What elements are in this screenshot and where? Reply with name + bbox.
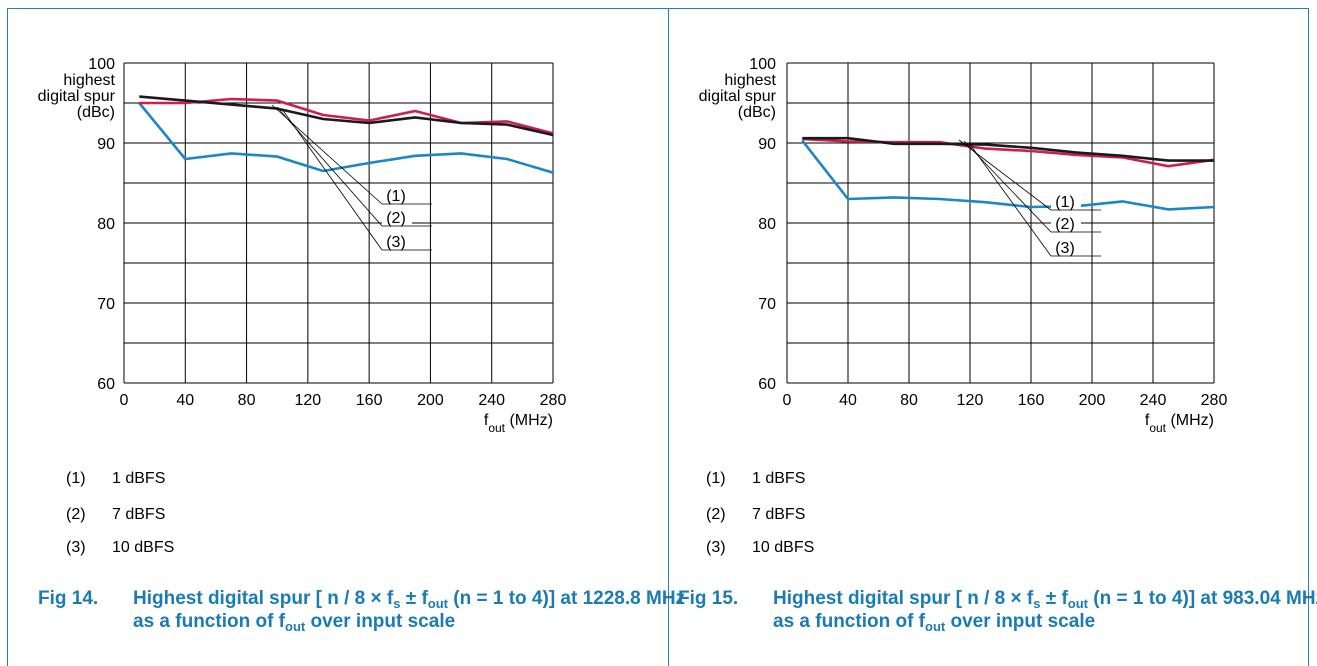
- legend-text: 1 dBFS: [112, 470, 166, 487]
- figure-14-panel: 100 90 80 70 60 0 40 80 120 160 200 240 280 highest di…: [19, 56, 686, 633]
- legend-text: 1 dBFS: [752, 470, 806, 487]
- y-axis-label: digital spur: [699, 88, 777, 105]
- chart-fig14: 100 90 80 70 60 0 40 80 120 160 200 240 280 highestdi…: [19, 56, 567, 435]
- annotation-leader: [271, 104, 383, 205]
- y-axis-label-bg: [19, 69, 117, 122]
- y-tick-label: 100: [88, 56, 115, 73]
- y-tick-label: 60: [758, 376, 776, 393]
- y-axis-label: highest: [63, 72, 115, 89]
- x-tick-label: 200: [1079, 392, 1106, 409]
- y-axis-label: highest: [724, 72, 776, 89]
- caption-body: Highest digital spur [ n / 8 × fs ± fout…: [773, 588, 1317, 634]
- annotation-label: (2): [386, 210, 406, 227]
- legend-number: (1): [66, 470, 86, 487]
- annotation-label-bg: [1051, 239, 1081, 255]
- legend-text: 10 dBFS: [752, 539, 815, 556]
- x-tick-label: 280: [540, 392, 567, 409]
- panel-divider: [668, 8, 669, 666]
- x-tick-label: 240: [1140, 392, 1167, 409]
- annotation-label: (1): [386, 188, 406, 205]
- y-axis-label-bg: [680, 69, 778, 122]
- annotation-label-bg: [1051, 193, 1081, 209]
- y-tick-label: 70: [97, 296, 115, 313]
- x-tick-label: 80: [900, 392, 918, 409]
- chart-fig15: 100 90 80 70 60 0 40 80 120 160 200 240 280 highestdi…: [680, 56, 1228, 435]
- series-line-2: [139, 95, 554, 137]
- x-tick-label: 80: [238, 392, 256, 409]
- figure-15-panel: 100 90 80 70 60 0 40 80 120 160 200 240 280 highest di…: [661, 0, 1317, 666]
- y-tick-label: 90: [758, 136, 776, 153]
- x-tick-label: 0: [783, 392, 792, 409]
- annotation-leader: [276, 106, 383, 227]
- y-axis-label: digital spur: [38, 88, 116, 105]
- legend-number: (1): [706, 470, 726, 487]
- caption-body: Highest digital spur [ n / 8 × fs ± fout…: [133, 588, 686, 634]
- y-tick-label: 80: [97, 216, 115, 233]
- series-line-3: [138, 102, 554, 174]
- annotation-label: (1): [1055, 194, 1075, 211]
- x-tick-label: 280: [1201, 392, 1228, 409]
- legend-text: 7 dBFS: [112, 506, 166, 523]
- legend-text: 10 dBFS: [112, 539, 175, 556]
- annotation-label-bg: [382, 233, 412, 249]
- annotation-label: (2): [1055, 216, 1075, 233]
- annotation-label-bg: [382, 187, 412, 203]
- legend-text: 7 dBFS: [752, 506, 806, 523]
- caption-label: Fig 15.: [678, 588, 739, 609]
- legend-number: (3): [706, 539, 726, 556]
- x-tick-label: 160: [1018, 392, 1045, 409]
- x-tick-label: 40: [839, 392, 857, 409]
- series-line-2: [802, 136, 1214, 162]
- x-axis-label: fout (MHz): [484, 412, 553, 435]
- x-tick-label: 40: [176, 392, 194, 409]
- annotation-label-bg: [382, 209, 412, 225]
- y-tick-label: 90: [97, 136, 115, 153]
- y-tick-label: 100: [749, 56, 776, 73]
- legend-number: (2): [706, 506, 726, 523]
- series-line-3: [801, 139, 1215, 211]
- x-tick-label: 120: [957, 392, 984, 409]
- annotation-label: (3): [386, 234, 406, 251]
- y-tick-label: 60: [97, 376, 115, 393]
- caption-label: Fig 14.: [38, 588, 99, 609]
- x-tick-label: 160: [356, 392, 383, 409]
- annotation-leader: [968, 142, 1052, 257]
- legend-number: (2): [66, 506, 86, 523]
- y-axis-label: (dBc): [738, 104, 776, 121]
- x-axis-label: fout (MHz): [1145, 412, 1214, 435]
- x-tick-label: 120: [295, 392, 322, 409]
- figure-frame: [7, 8, 1309, 666]
- annotation-leader: [281, 108, 383, 251]
- annotation-label-bg: [1051, 215, 1081, 231]
- y-axis-label: (dBc): [77, 104, 115, 121]
- y-tick-label: 80: [758, 216, 776, 233]
- annotation-label: (3): [1055, 240, 1075, 257]
- x-tick-label: 200: [417, 392, 444, 409]
- series-line-1: [139, 97, 554, 135]
- legend-number: (3): [66, 539, 86, 556]
- x-tick-label: 0: [120, 392, 129, 409]
- y-tick-label: 70: [758, 296, 776, 313]
- x-tick-label: 240: [478, 392, 505, 409]
